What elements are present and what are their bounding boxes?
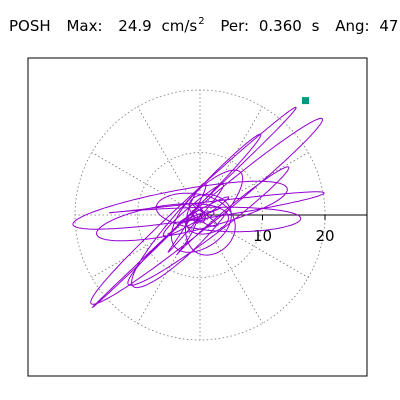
period-unit: s <box>311 17 320 35</box>
max-value: 24.9 <box>118 17 152 35</box>
period-label: Per: <box>220 17 250 35</box>
plot-frame <box>27 57 368 377</box>
grid-spoke <box>137 214 201 324</box>
max-unit: cm/s <box>161 17 198 35</box>
period-value: 0.360 <box>258 17 302 35</box>
grid-spoke <box>199 152 309 216</box>
angle-label: Ang: <box>335 17 370 35</box>
angle-value: 47.3 <box>379 17 400 35</box>
station-code: POSH <box>9 17 51 35</box>
particle-motion-trace <box>72 106 325 308</box>
plot-header: POSH Max: 24.9 cm/s2 Per: 0.360 s Ang: 4… <box>9 14 400 38</box>
axis-tick-label: 10 <box>253 227 272 245</box>
max-amplitude-marker <box>302 97 309 105</box>
max-unit-exponent: 2 <box>198 16 205 27</box>
max-label: Max: <box>66 17 103 35</box>
grid-spoke <box>199 214 309 278</box>
axis-tick-label: 20 <box>315 227 334 245</box>
axis-ticks: 10 20 <box>253 215 335 245</box>
